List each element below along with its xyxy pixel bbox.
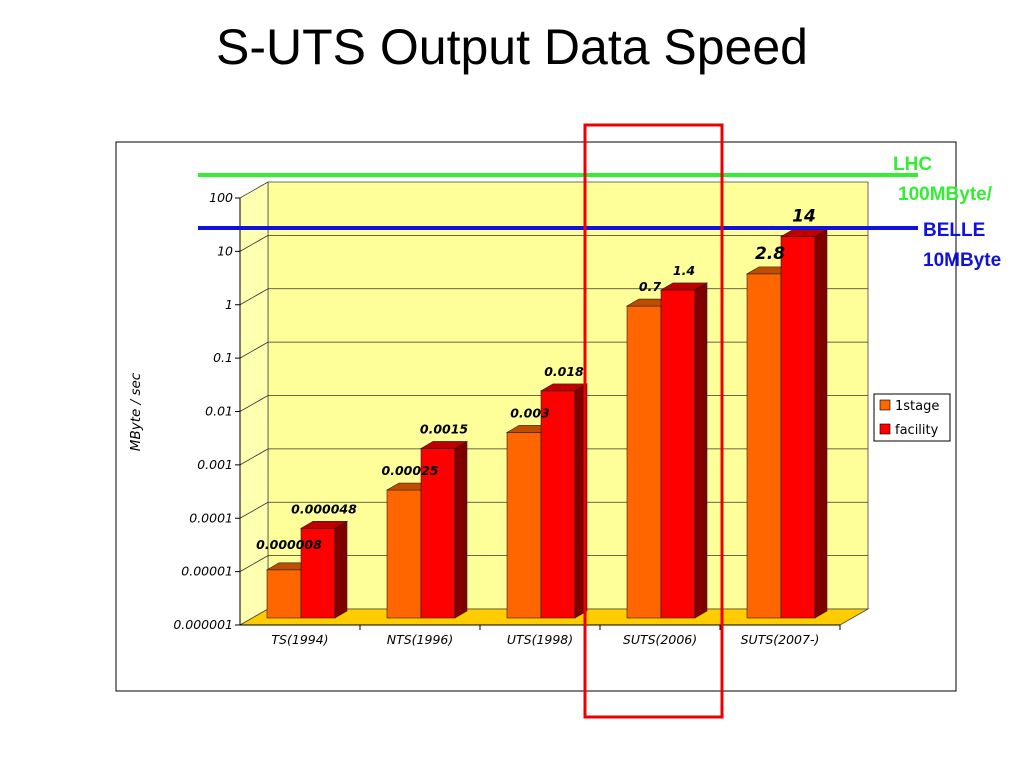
y-tick-label: 10 (217, 243, 233, 258)
data-label-facility: 0.000048 (291, 501, 357, 516)
gridline-side (239, 448, 269, 466)
y-tick-label: 0.000001 (173, 617, 233, 632)
gridline-side (239, 501, 269, 519)
bar-facility-3 (659, 282, 709, 619)
legend-swatch-facility (879, 423, 891, 435)
bar-front (506, 432, 542, 619)
y-tick-label: 1 (225, 297, 233, 312)
bar-side (694, 282, 708, 619)
bar-facility-4 (779, 229, 829, 619)
data-label-1stage: 2.8 (755, 244, 785, 264)
gridline-side (239, 341, 269, 359)
bar-facility-1 (419, 440, 469, 619)
x-tick-label: UTS(1998) (507, 632, 573, 647)
data-label-1stage: 0.00025 (382, 463, 439, 478)
data-label-1stage: 0.7 (639, 279, 661, 294)
y-tick-label: 0.001 (197, 457, 233, 472)
x-tick-label: TS(1994) (271, 632, 328, 647)
x-tick-label: NTS(1996) (387, 632, 454, 647)
data-label-facility: 14 (792, 207, 816, 227)
bar-side (454, 440, 468, 619)
y-tick-label: 100 (209, 190, 233, 205)
legend-label-1stage: 1stage (895, 399, 939, 414)
legend-swatch-1stage (879, 399, 891, 411)
data-label-facility: 0.018 (544, 364, 584, 379)
ref-label-lhc: LHC (893, 154, 932, 175)
y-tick-label: 0.01 (205, 404, 233, 419)
ref-value-belle: 10MByte (923, 250, 1001, 271)
y-tick-label: 0.0001 (189, 510, 233, 525)
data-label-facility: 0.0015 (420, 421, 469, 436)
y-tick-label: 0.1 (213, 350, 233, 365)
y-tick-label: 0.00001 (181, 564, 233, 579)
bar-front (386, 489, 422, 619)
bar-facility-0 (299, 520, 349, 619)
gridline-side (239, 555, 269, 572)
slide-title: S-UTS Output Data Speed (216, 19, 808, 75)
bar-front (300, 527, 336, 619)
highlight-box (583, 123, 724, 719)
bar-side (334, 520, 348, 619)
ref-label-belle: BELLE (923, 220, 985, 241)
bar-front (746, 273, 782, 619)
bar-front (420, 448, 456, 619)
bar-front (660, 289, 696, 619)
data-label-1stage: 0.003 (510, 405, 550, 420)
bar-front (266, 569, 302, 619)
data-label-1stage: 0.000008 (256, 537, 322, 552)
gridline-side (239, 395, 269, 412)
bar-side (814, 229, 828, 619)
legend-label-facility: facility (895, 423, 939, 438)
bar-facility-2 (539, 383, 589, 619)
data-label-facility: 1.4 (673, 263, 695, 278)
bar-front (626, 305, 662, 619)
x-tick-label: SUTS(2007-) (741, 632, 820, 647)
gridline-side (239, 288, 269, 306)
y-axis-label: MByte / sec (128, 372, 144, 451)
bar-front (780, 236, 816, 619)
bar-front (540, 390, 576, 619)
gridline-side (239, 235, 269, 252)
ref-value-lhc: 100MByte/ (898, 184, 993, 205)
x-tick-label: SUTS(2006) (623, 632, 697, 647)
